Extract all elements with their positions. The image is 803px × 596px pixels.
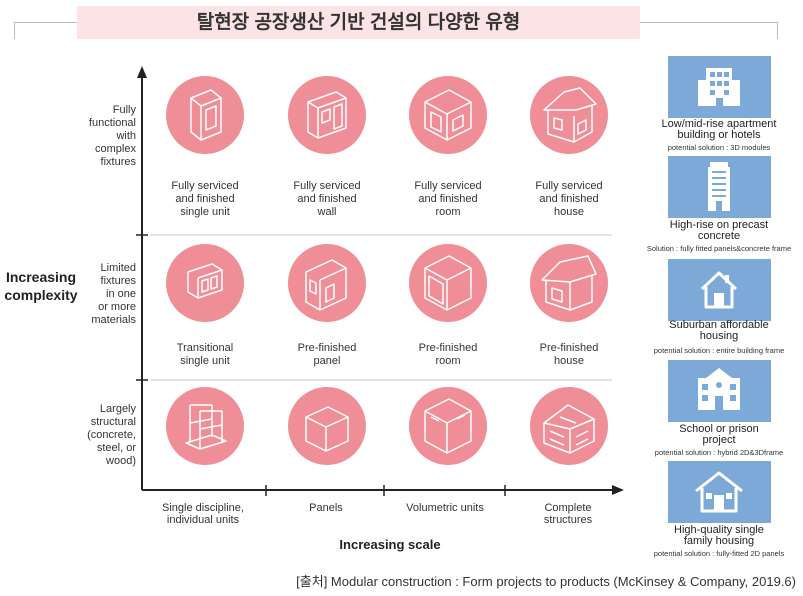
page-title: 탈현장 공장생산 기반 건설의 다양한 유형 <box>196 12 521 33</box>
structural-frame-icon <box>166 387 244 465</box>
x-category-label: Complete structures <box>543 502 593 526</box>
project-title: Low/mid-rise apartment building or hotels <box>661 118 777 141</box>
project-title: Suburban affordable housing <box>669 319 769 342</box>
title-bar: 탈현장 공장생산 기반 건설의 다양한 유형 <box>77 6 640 39</box>
apartment-building-icon <box>668 56 771 118</box>
cell-label: Pre-finished room <box>418 342 478 367</box>
project-title: High-rise on precast concrete <box>669 219 769 242</box>
project-solution: potential solution : 3D modules <box>667 143 771 152</box>
x-category-label: Panels <box>309 502 343 514</box>
prefinished-panel-icon <box>288 244 366 322</box>
project-title: High-quality single family housing <box>674 524 764 547</box>
project-solution: Solution : fully fitted panels&concrete … <box>646 244 792 253</box>
x-axis-arrow <box>612 485 624 495</box>
cell-label: Fully serviced and finished single unit <box>171 180 239 218</box>
cell-label: Fully serviced and finished room <box>414 180 482 218</box>
x-axis-title: Increasing scale <box>339 537 441 552</box>
cell-label: Fully serviced and finished house <box>535 180 603 218</box>
y-level-label: Largely structural (concrete, steel, or … <box>87 403 136 467</box>
cell-label: Pre-finished panel <box>297 342 357 367</box>
y-level-label: Limited fixtures in one or more material… <box>91 262 136 326</box>
finished-unit-icon <box>166 76 244 154</box>
cell-label: Transitional single unit <box>176 342 234 367</box>
x-category-label: Volumetric units <box>406 502 484 514</box>
school-building-icon <box>668 360 771 422</box>
project-solution: potential solution : hybrid 2D&3Dframe <box>654 448 784 457</box>
cell-label: Fully serviced and finished wall <box>293 180 361 218</box>
high-rise-icon <box>668 156 771 218</box>
finished-house-icon <box>530 76 608 154</box>
y-level-label: Fully functional with complex fixtures <box>88 104 136 168</box>
project-title: School or prison project <box>679 423 759 446</box>
family-house-icon <box>668 461 771 523</box>
cell-label: Pre-finished house <box>539 342 599 367</box>
transitional-unit-icon <box>166 244 244 322</box>
source-citation: [출처] Modular construction : Form project… <box>296 574 796 589</box>
finished-wall-icon <box>288 76 366 154</box>
y-axis-title: Increasing complexity <box>4 269 78 303</box>
suburban-house-icon <box>668 259 771 321</box>
prefinished-house-icon <box>530 244 608 322</box>
axes <box>136 66 624 496</box>
x-category-label: Single discipline, individual units <box>162 502 244 526</box>
structural-panel-icon <box>288 387 366 465</box>
structural-building-icon <box>530 387 608 465</box>
finished-room-icon <box>409 76 487 154</box>
prefinished-room-icon <box>409 244 487 322</box>
structural-module-icon <box>409 387 487 465</box>
project-solution: potential solution : entire building fra… <box>653 346 785 355</box>
project-solution: potential solution : fully-fitted 2D pan… <box>653 549 785 558</box>
y-axis-arrow <box>137 66 147 78</box>
